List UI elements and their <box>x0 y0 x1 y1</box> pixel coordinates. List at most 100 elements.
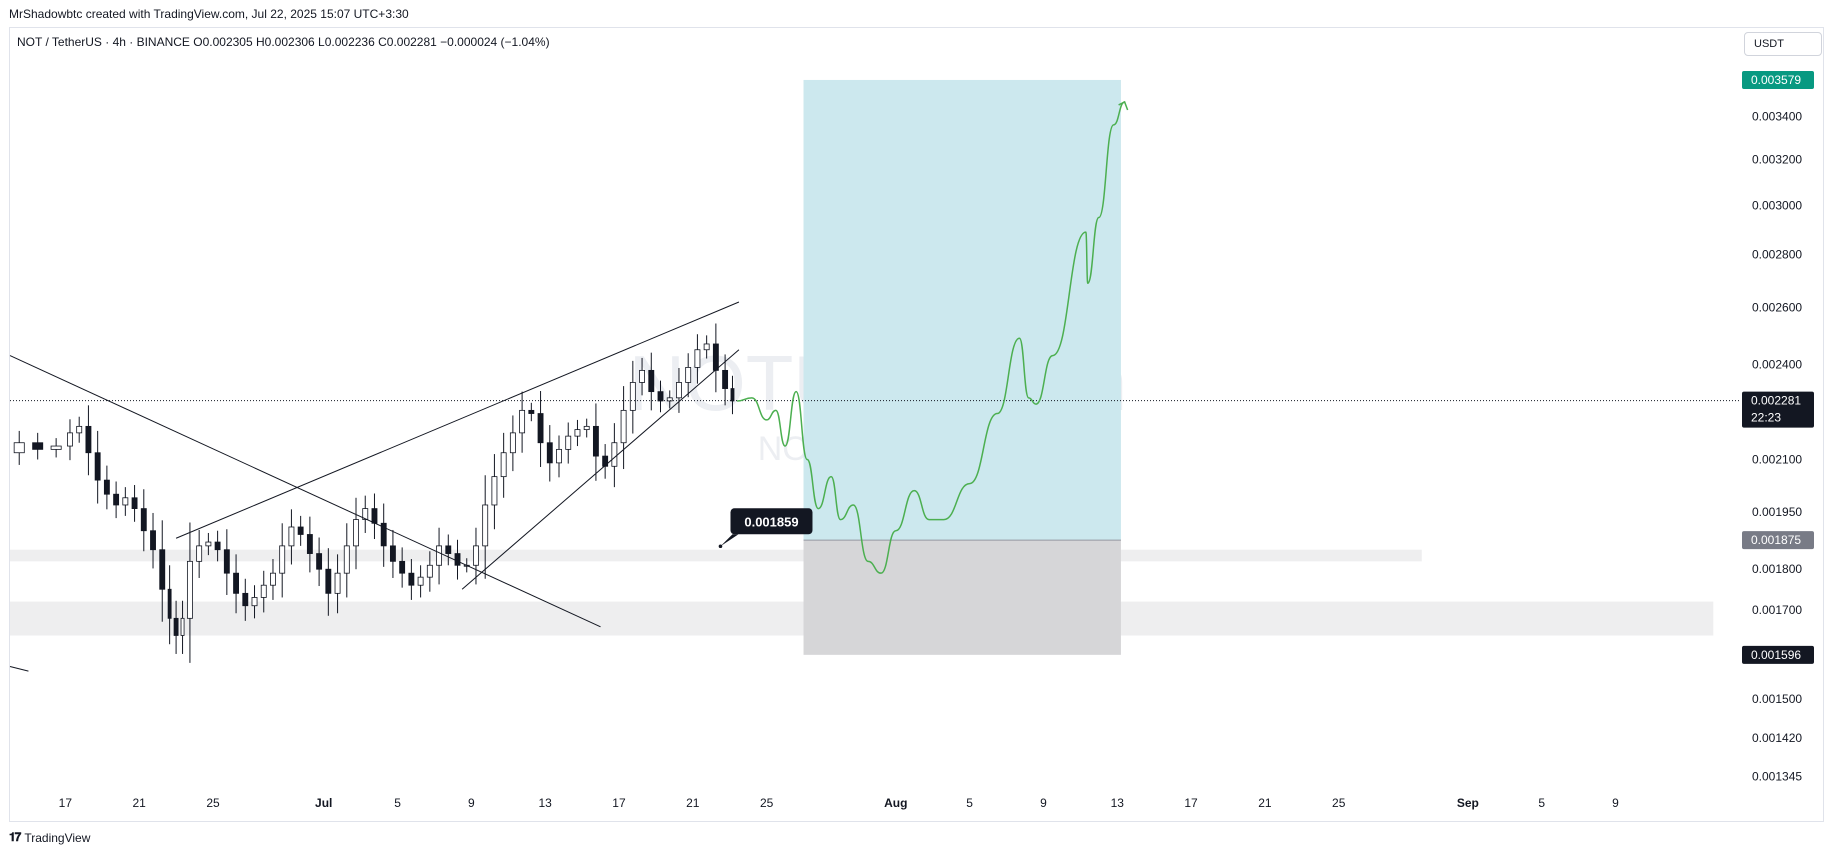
candle-body <box>380 522 387 547</box>
x-axis-tick-label: 9 <box>1612 796 1619 810</box>
x-axis-tick-label: 21 <box>1258 796 1272 810</box>
price-label-target-text: 0.003579 <box>1751 73 1801 87</box>
candle-body <box>602 455 609 467</box>
candle-body <box>676 382 682 399</box>
trendline <box>175 301 740 539</box>
callout-pointer <box>720 534 739 547</box>
x-axis-tick-label: 25 <box>206 796 220 810</box>
candle-body <box>574 429 581 437</box>
candle-body <box>50 445 62 450</box>
candle-body <box>32 442 44 450</box>
candle-body <box>260 584 267 598</box>
candle-body <box>316 553 323 570</box>
candle-body <box>639 369 645 383</box>
currency-button[interactable]: USDT <box>1744 32 1822 56</box>
candle-body <box>399 560 406 574</box>
candle-body <box>85 425 92 454</box>
candle-body <box>122 497 129 506</box>
candle-body <box>279 545 286 574</box>
candle-body <box>76 425 83 434</box>
candle-body <box>454 553 461 566</box>
candle-body <box>712 343 719 371</box>
y-axis-tick-label: 0.001420 <box>1752 731 1802 745</box>
projection-arrowhead <box>1118 100 1129 111</box>
x-axis-tick-label: Sep <box>1457 796 1479 810</box>
projection-path <box>737 101 1125 574</box>
symbol-ohlc-legend[interactable]: NOT / TetherUS · 4h · BINANCE O0.002305 … <box>17 35 550 49</box>
candle-body <box>150 530 156 551</box>
y-axis-tick-label: 0.003000 <box>1752 199 1802 213</box>
candle-body <box>196 545 203 562</box>
candle-body <box>426 564 433 578</box>
x-axis-tick-label: 25 <box>1332 796 1346 810</box>
candle-body <box>233 572 240 594</box>
y-axis-tick-label: 0.002800 <box>1752 248 1802 262</box>
y-axis-tick-label: 0.002100 <box>1752 452 1802 466</box>
trendline <box>9 355 601 628</box>
position-target-zone <box>803 79 1121 541</box>
candle-body <box>592 425 599 457</box>
callout-text: 0.001859 <box>744 514 798 529</box>
candle-body <box>629 382 636 411</box>
candle-body <box>730 388 735 402</box>
callout-box <box>730 508 813 535</box>
candle-body <box>270 572 276 586</box>
candle-body <box>353 519 359 547</box>
candle-body <box>445 545 452 554</box>
y-axis-tick-label: 0.002400 <box>1752 357 1802 371</box>
candle-body <box>167 588 172 619</box>
price-label-entry <box>1742 531 1814 550</box>
y-axis-tick-label: 0.001950 <box>1752 505 1802 519</box>
candle-body <box>103 479 110 495</box>
candle-body <box>722 369 729 389</box>
tradingview-footer[interactable]: 𝟏𝟕 TradingView <box>9 830 90 845</box>
trendline <box>9 666 29 672</box>
y-axis-tick-label: 0.003400 <box>1752 109 1802 123</box>
candle-body <box>703 343 710 351</box>
tradingview-brand: TradingView <box>24 830 91 845</box>
candle-body <box>173 617 179 636</box>
y-axis-tick-label: 0.001800 <box>1752 562 1802 576</box>
x-axis-tick-label: 5 <box>394 796 401 810</box>
x-axis-tick-label: 13 <box>1111 796 1125 810</box>
candle-body <box>556 448 562 464</box>
candle-body <box>389 545 396 562</box>
candle-body <box>186 560 193 619</box>
y-axis-tick-label: 0.001700 <box>1752 603 1802 617</box>
x-axis-tick-label: 17 <box>612 796 626 810</box>
candle-body <box>306 534 313 554</box>
candle-body <box>546 442 553 464</box>
x-axis-tick-label: 5 <box>1538 796 1545 810</box>
chart-frame <box>9 27 1824 822</box>
candle-body <box>13 442 25 454</box>
candle-body <box>473 545 479 566</box>
candle-body <box>131 497 138 509</box>
tradingview-logo-icon: 𝟏𝟕 <box>9 830 21 844</box>
candle-body <box>242 592 249 607</box>
candle-body <box>223 549 230 574</box>
candle-body <box>362 508 369 520</box>
y-axis-tick-label: 0.001500 <box>1752 692 1802 706</box>
x-axis-tick-label: 17 <box>59 796 73 810</box>
candle-body <box>500 452 507 478</box>
author-attribution: MrShadowbtc created with TradingView.com… <box>9 7 409 21</box>
candle-body <box>371 508 378 524</box>
x-axis-tick-label: Aug <box>884 796 907 810</box>
x-axis-tick-label: Jul <box>315 796 332 810</box>
price-label-countdown: 22:23 <box>1751 411 1781 425</box>
x-axis-tick-label: 13 <box>538 796 552 810</box>
candle-body <box>685 366 692 383</box>
candle-body <box>408 572 415 586</box>
candle-body <box>297 526 304 535</box>
candle-body <box>537 413 544 444</box>
candle-body <box>214 541 221 551</box>
candle-body <box>205 541 212 547</box>
candle-body <box>251 597 258 607</box>
candle-body <box>528 409 535 414</box>
candle-body <box>666 397 673 402</box>
candle-body <box>140 508 147 532</box>
candle-body <box>159 549 166 590</box>
price-label-entry-text: 0.001875 <box>1751 533 1801 547</box>
candle-body <box>288 526 295 547</box>
